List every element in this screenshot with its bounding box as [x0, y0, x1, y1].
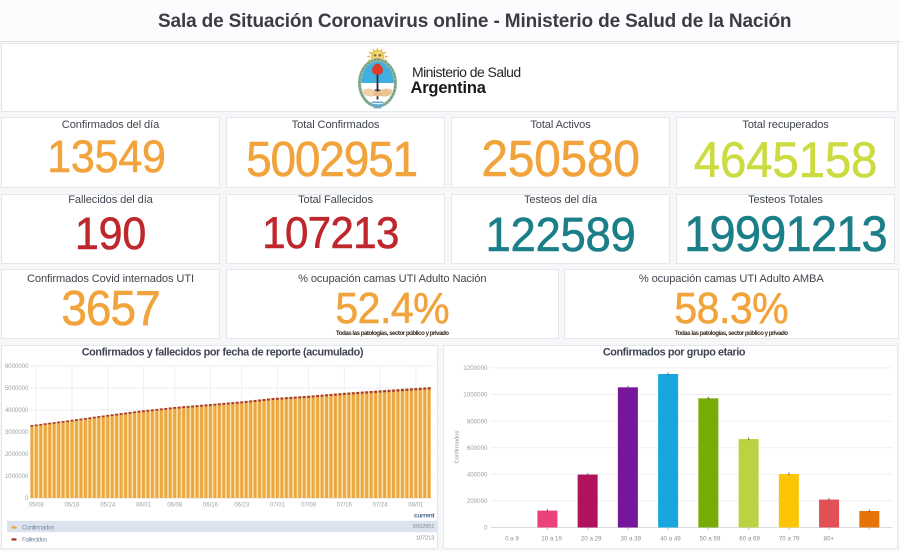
svg-text:70 a 79: 70 a 79 [779, 536, 800, 543]
svg-text:06/16: 06/16 [203, 503, 219, 509]
svg-text:0: 0 [25, 496, 29, 502]
svg-text:Confirmados: Confirmados [455, 430, 461, 463]
svg-text:600000: 600000 [467, 445, 488, 452]
svg-text:10 a 19: 10 a 19 [541, 536, 562, 543]
svg-text:3000000: 3000000 [5, 430, 29, 436]
svg-text:05/08: 05/08 [29, 503, 45, 509]
svg-text:07/01: 07/01 [270, 503, 286, 509]
svg-text:2000000: 2000000 [5, 452, 29, 458]
svg-text:400000: 400000 [467, 472, 488, 479]
svg-text:1000000: 1000000 [5, 474, 29, 480]
svg-text:80+: 80+ [824, 536, 835, 543]
svg-text:Confirmados por grupo etario: Confirmados por grupo etario [603, 346, 746, 358]
svg-text:08/01: 08/01 [408, 503, 424, 509]
svg-text:0 a 9: 0 a 9 [505, 536, 519, 543]
svg-text:5000000: 5000000 [5, 386, 29, 392]
svg-text:07/24: 07/24 [373, 503, 389, 509]
svg-text:4000000: 4000000 [5, 408, 29, 414]
svg-text:50 a 59: 50 a 59 [700, 536, 721, 543]
svg-text:1000000: 1000000 [463, 392, 488, 399]
svg-text:6000000: 6000000 [5, 364, 29, 370]
svg-text:07/08: 07/08 [301, 503, 317, 509]
svg-text:107213: 107213 [416, 536, 435, 542]
svg-text:06/23: 06/23 [234, 503, 250, 509]
svg-text:Confirmados: Confirmados [22, 524, 55, 531]
svg-text:200000: 200000 [467, 498, 488, 505]
svg-text:06/01: 06/01 [136, 503, 152, 509]
svg-text:30 a 39: 30 a 39 [620, 536, 641, 543]
svg-text:1200000: 1200000 [463, 365, 488, 372]
svg-text:05/24: 05/24 [100, 503, 116, 509]
svg-text:current: current [414, 513, 435, 520]
svg-text:06/08: 06/08 [167, 503, 183, 509]
svg-text:Confirmados y fallecidos por f: Confirmados y fallecidos por fecha de re… [82, 346, 364, 358]
svg-text:0: 0 [484, 525, 488, 532]
svg-text:800000: 800000 [467, 418, 488, 425]
svg-text:Fallecidos: Fallecidos [22, 536, 48, 543]
svg-text:20 a 29: 20 a 29 [581, 536, 602, 543]
svg-text:05/16: 05/16 [64, 503, 80, 509]
svg-text:60 a 69: 60 a 69 [739, 536, 760, 543]
svg-text:40 a 49: 40 a 49 [660, 536, 681, 543]
svg-text:5002951: 5002951 [413, 524, 435, 530]
svg-text:07/16: 07/16 [337, 503, 353, 509]
